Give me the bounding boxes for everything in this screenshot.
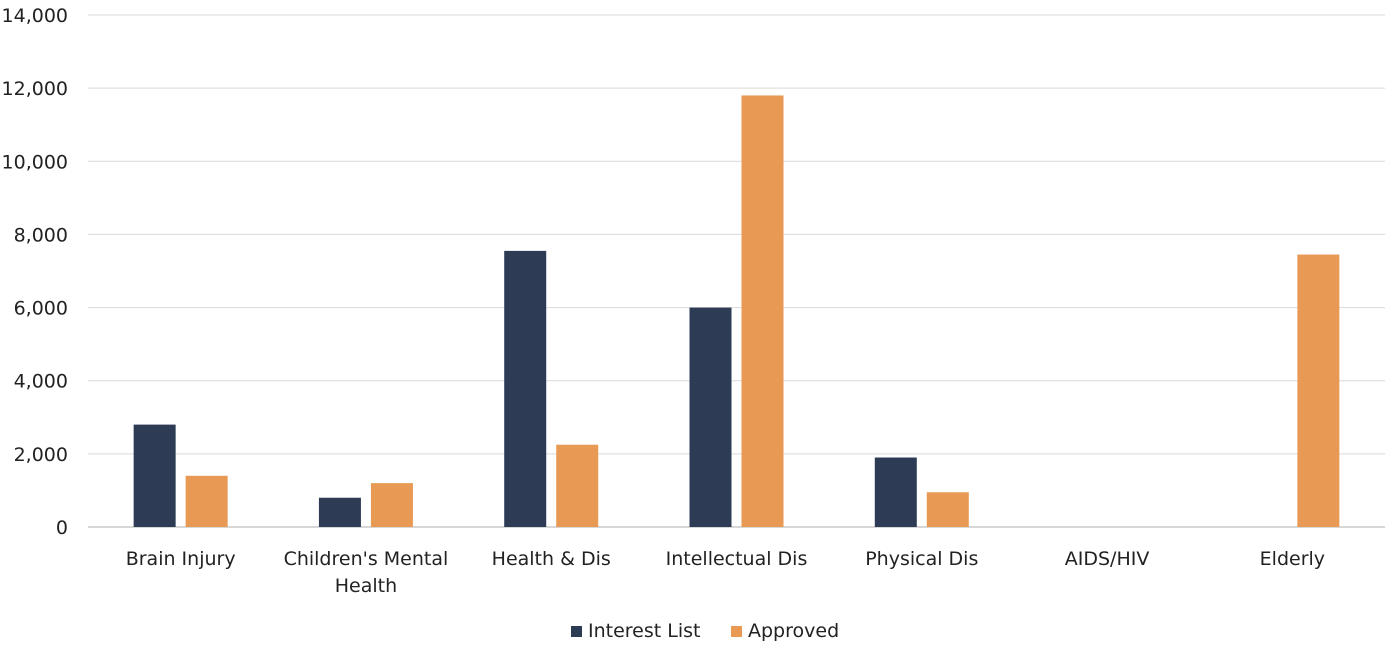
bar-approved	[1297, 254, 1340, 528]
bar-approved	[185, 475, 228, 527]
bar-interest-list	[133, 424, 176, 527]
bar-approved	[370, 483, 413, 527]
bar-interest-list	[504, 250, 547, 527]
legend: Interest List Approved	[571, 620, 839, 642]
bar-approved	[741, 95, 784, 527]
x-category-label: Brain Injury	[126, 548, 236, 570]
x-category-label: Children's Mental Health	[284, 548, 449, 597]
legend-item-approved: Approved	[731, 620, 839, 642]
bar-interest-list	[874, 457, 917, 527]
y-tick-label: 2,000	[14, 444, 68, 466]
y-axis-ticks: 0 2,000 4,000 6,000 8,000 10,000 12,000 14,000	[2, 5, 68, 539]
bar-interest-list	[318, 497, 361, 527]
x-axis-labels: Brain Injury Children's Mental Health Healt…	[126, 548, 1325, 597]
y-tick-label: 10,000	[2, 151, 68, 173]
bar-approved	[926, 492, 969, 527]
legend-label: Interest List	[588, 620, 700, 642]
y-tick-label: 4,000	[14, 371, 68, 393]
y-tick-label: 6,000	[14, 298, 68, 320]
x-category-label: Physical Dis	[865, 548, 978, 570]
y-tick-label: 14,000	[2, 5, 68, 27]
gridlines	[88, 14, 1385, 528]
y-tick-label: 8,000	[14, 224, 68, 246]
legend-swatch	[731, 626, 742, 637]
x-category-label: Health & Dis	[492, 548, 611, 570]
legend-item-interest-list: Interest List	[571, 620, 700, 642]
y-tick-label: 0	[56, 517, 68, 539]
x-category-label: Intellectual Dis	[666, 548, 808, 570]
bar-approved	[556, 444, 599, 527]
bar-interest-list	[689, 307, 732, 527]
legend-label: Approved	[748, 620, 839, 642]
x-category-label: Elderly	[1260, 548, 1325, 570]
x-category-label: AIDS/HIV	[1065, 548, 1150, 570]
bars	[133, 95, 1340, 528]
y-tick-label: 12,000	[2, 78, 68, 100]
legend-swatch	[571, 626, 582, 637]
